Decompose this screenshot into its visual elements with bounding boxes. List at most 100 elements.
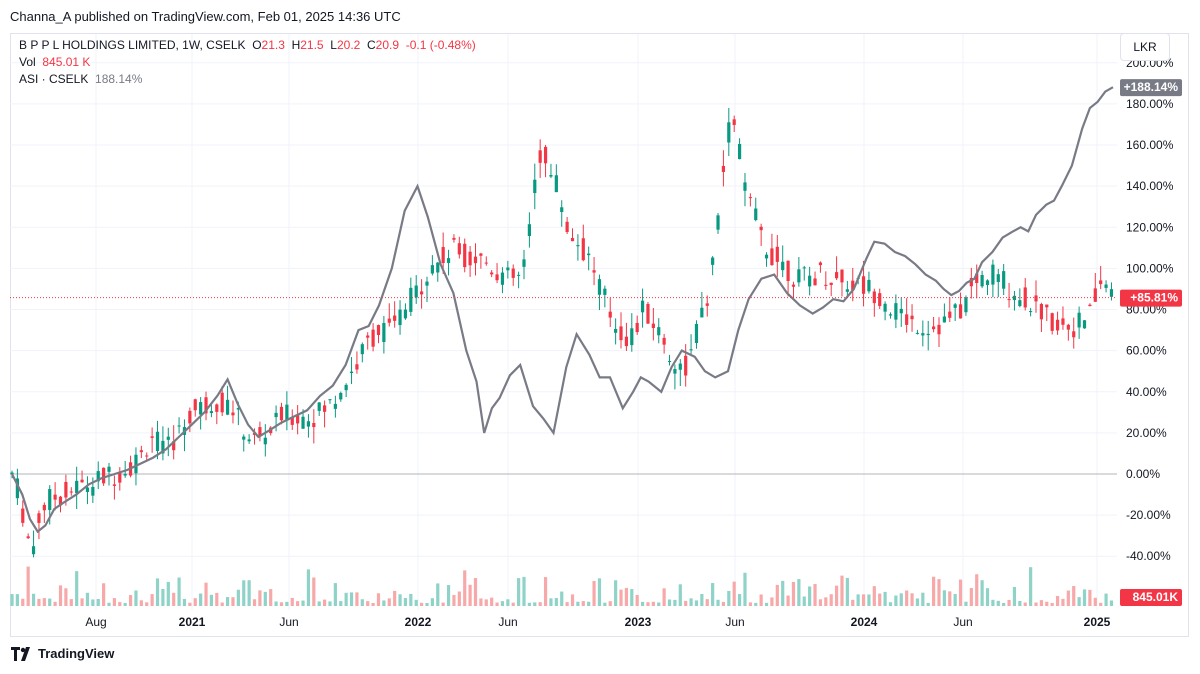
volume-bar xyxy=(393,590,397,606)
candle-body xyxy=(479,253,483,256)
volume-bar xyxy=(1093,597,1097,606)
volume-bar xyxy=(581,601,585,606)
candle-body xyxy=(694,323,699,344)
volume-bar xyxy=(188,602,192,606)
candle-body xyxy=(614,328,618,333)
volume-bar xyxy=(964,601,968,606)
legend-o-label: O xyxy=(252,38,262,52)
candle-body xyxy=(371,329,375,347)
candle-body xyxy=(339,392,343,400)
candle-body xyxy=(721,165,726,172)
candle-body xyxy=(608,311,612,318)
candle-body xyxy=(398,309,402,326)
candle-body xyxy=(344,384,348,391)
volume-bar xyxy=(409,593,413,606)
volume-bar xyxy=(667,599,672,606)
candle-body xyxy=(635,322,639,333)
candle-body xyxy=(430,265,434,274)
volume-bar xyxy=(619,589,623,606)
volume-bar xyxy=(296,601,300,606)
volume-bar xyxy=(225,597,230,606)
candle-body xyxy=(506,267,510,271)
candle-body xyxy=(312,422,316,428)
candles xyxy=(10,107,1114,558)
currency-button[interactable]: LKR xyxy=(1120,33,1170,61)
candle-body xyxy=(441,247,445,263)
volume-bar xyxy=(570,594,575,606)
legend-h-label: H xyxy=(291,38,301,52)
volume-bar xyxy=(565,602,569,606)
candle-body xyxy=(274,412,278,418)
candle-body xyxy=(1012,295,1017,301)
volume-bar xyxy=(657,602,661,606)
volume-bar xyxy=(856,594,860,606)
volume-bar xyxy=(603,602,607,606)
volume-bar xyxy=(139,600,143,606)
volume-bar xyxy=(484,599,488,606)
candle-body xyxy=(640,300,645,313)
candle-body xyxy=(888,314,893,316)
candle-body xyxy=(942,316,946,323)
candle-body xyxy=(662,337,666,345)
candle-body xyxy=(964,297,968,313)
volume-bar xyxy=(883,591,887,606)
candle-body xyxy=(366,335,370,338)
candle-body xyxy=(285,404,289,421)
volume-bar xyxy=(339,601,343,606)
volume-bar xyxy=(96,599,100,606)
candle-body xyxy=(689,349,693,351)
candle-body xyxy=(1061,318,1065,325)
legend-compare-label: ASI · CSELK xyxy=(19,72,89,86)
candle-body xyxy=(96,471,100,482)
tradingview-logo[interactable]: TradingView xyxy=(11,646,114,661)
volume-bar xyxy=(42,598,46,606)
candle-body xyxy=(867,279,871,292)
candle-body xyxy=(1072,331,1076,338)
volume-bar xyxy=(1050,602,1054,606)
x-tick-label: 2025 xyxy=(1084,615,1111,629)
volume-bar xyxy=(48,598,52,606)
candle-body xyxy=(209,411,214,414)
volume-bar xyxy=(851,599,855,606)
axes: 200.00%180.00%160.00%140.00%120.00%100.0… xyxy=(85,56,1173,629)
volume-bar xyxy=(786,595,790,606)
volume-bar xyxy=(10,594,14,606)
candle-body xyxy=(85,487,90,492)
legend-c-value: 20.9 xyxy=(375,38,400,52)
volume-bar xyxy=(172,592,176,606)
volume-bar xyxy=(107,602,111,606)
candle-body xyxy=(851,280,855,291)
candle-body xyxy=(840,269,844,283)
candle-body xyxy=(1050,313,1054,331)
legend-compare-value: 188.14% xyxy=(95,72,143,86)
volume-bar xyxy=(446,585,451,606)
volume-bar xyxy=(414,599,418,606)
volume-bar xyxy=(53,601,57,606)
volume-bar xyxy=(37,598,41,606)
candle-body xyxy=(457,243,461,255)
volume-bar xyxy=(506,599,510,606)
candle-body xyxy=(921,333,925,336)
volume-bar xyxy=(441,602,445,606)
candle-body xyxy=(948,311,952,318)
volume-bar xyxy=(775,584,779,606)
volume-bar xyxy=(102,583,106,606)
volume-bar xyxy=(263,591,267,606)
candle-body xyxy=(975,273,979,284)
x-tick-label: 2022 xyxy=(405,615,432,629)
volume-bar xyxy=(834,585,839,606)
candle-body xyxy=(802,267,806,269)
volume-bar xyxy=(1007,599,1011,606)
volume-bar xyxy=(711,583,715,606)
volume-bar xyxy=(215,592,219,606)
volume-bar xyxy=(802,596,806,606)
volume-bar xyxy=(818,599,823,606)
volume-bar xyxy=(937,579,941,606)
candle-body xyxy=(1066,324,1070,330)
candle-body xyxy=(824,284,828,286)
volume-bar xyxy=(91,599,95,606)
candle-body xyxy=(242,436,246,440)
candle-body xyxy=(10,472,14,475)
volume-bar xyxy=(533,602,537,606)
